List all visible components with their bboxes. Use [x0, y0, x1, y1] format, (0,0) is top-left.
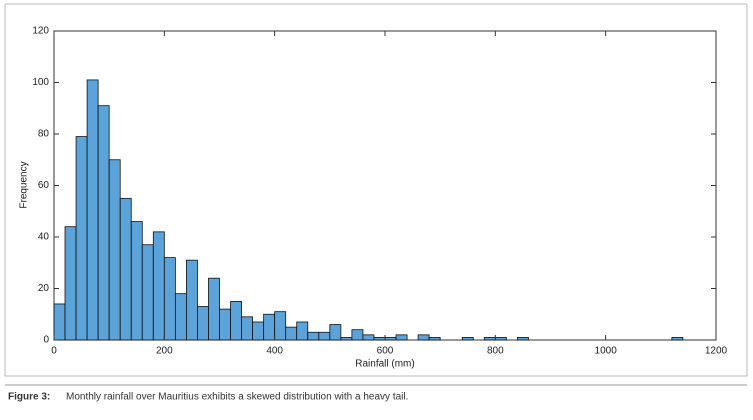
bar: [274, 311, 287, 341]
bar: [483, 337, 496, 341]
x-axis-label: Rainfall (mm): [355, 359, 414, 370]
x-tick-label: 1000: [595, 346, 618, 357]
y-tick-label: 40: [38, 232, 50, 243]
bar: [395, 334, 408, 341]
caption-text: Monthly rainfall over Mauritius exhibits…: [66, 392, 408, 403]
bar: [141, 244, 154, 341]
y-tick-label: 100: [32, 77, 49, 88]
bar: [417, 334, 430, 341]
bar: [296, 321, 309, 341]
bar: [64, 226, 77, 341]
bar: [130, 221, 143, 341]
x-tick-label: 1200: [705, 346, 728, 357]
bar: [86, 79, 99, 341]
bar: [219, 308, 231, 341]
bar: [318, 331, 331, 341]
x-tick-label: 0: [51, 346, 57, 357]
bar: [241, 316, 253, 341]
bar: [230, 300, 242, 341]
x-tick-label: 600: [377, 346, 394, 357]
y-tick-label: 20: [38, 283, 50, 294]
bar: [53, 303, 66, 341]
bar: [517, 337, 529, 341]
bar: [285, 326, 298, 341]
bar: [494, 337, 507, 341]
y-tick-label: 0: [43, 335, 49, 346]
bar: [362, 334, 375, 341]
bar: [428, 337, 441, 341]
bar: [307, 331, 320, 341]
bar: [384, 337, 397, 341]
bar: [185, 259, 198, 341]
y-tick-label: 60: [38, 180, 50, 191]
x-tick-label: 200: [156, 346, 173, 357]
bar: [461, 337, 474, 341]
bar: [197, 306, 209, 341]
bar: [252, 321, 265, 341]
bar: [108, 159, 121, 341]
bar: [119, 197, 132, 341]
caption-label: Figure 3:: [8, 392, 50, 403]
bar: [373, 337, 386, 341]
bar: [163, 257, 176, 341]
bar: [340, 337, 353, 341]
bar: [174, 293, 187, 341]
bar: [152, 231, 165, 341]
y-tick-label: 80: [38, 129, 50, 140]
figure-frame: [4, 3, 748, 377]
y-axis-label: Frequency: [19, 161, 30, 208]
x-tick-label: 800: [487, 346, 504, 357]
bar: [329, 324, 342, 341]
bar: [75, 136, 88, 341]
bar: [97, 105, 110, 341]
bar: [351, 329, 364, 341]
bar: [671, 337, 684, 341]
bar: [208, 277, 220, 341]
y-tick-label: 120: [32, 26, 49, 37]
x-tick-label: 400: [266, 346, 283, 357]
bar: [263, 313, 276, 341]
